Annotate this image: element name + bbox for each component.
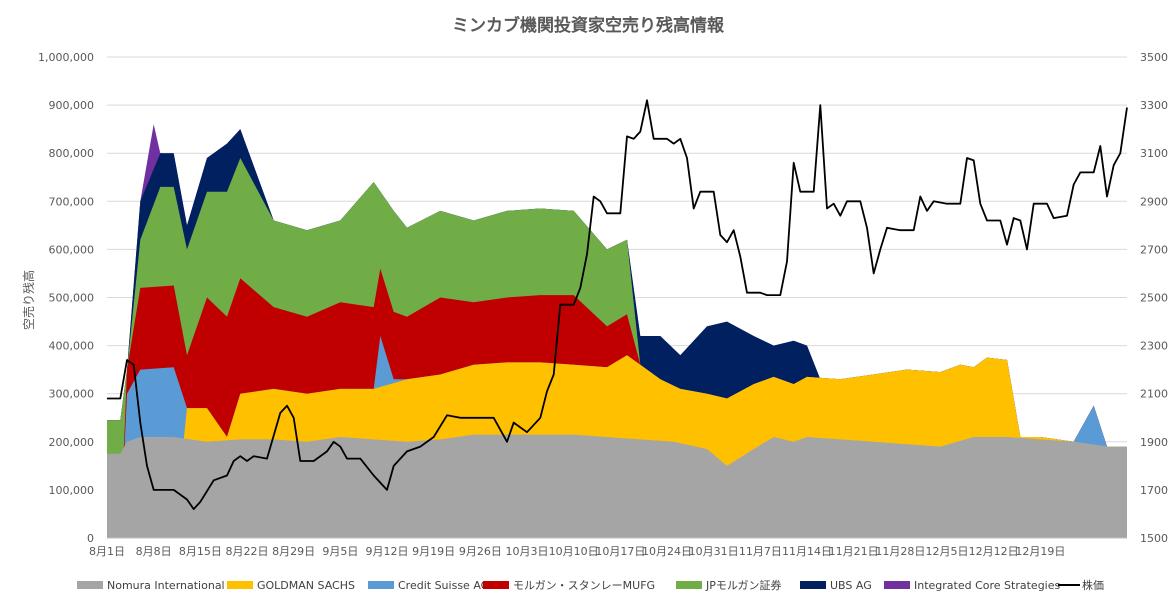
y-tick-label: 700,000 <box>49 195 95 208</box>
legend-item[interactable]: Nomura International <box>77 579 225 592</box>
y2-tick-label: 1900 <box>1140 436 1168 449</box>
y2-tick-label: 3100 <box>1140 147 1168 160</box>
legend-item[interactable]: JPモルガン証券 <box>676 578 782 592</box>
y2-tick-label: 3500 <box>1140 51 1168 64</box>
y-axis-label: 空売り残高 <box>21 270 36 330</box>
legend-swatch <box>368 581 394 589</box>
legend-swatch <box>800 581 826 589</box>
x-tick-label: 9月26日 <box>459 545 502 558</box>
x-tick-label: 10月17日 <box>595 545 645 558</box>
y2-tick-label: 3300 <box>1140 99 1168 112</box>
x-tick-label: 10月3日 <box>506 545 549 558</box>
legend-swatch <box>676 581 702 589</box>
x-tick-label: 11月28日 <box>875 545 925 558</box>
legend-label: JPモルガン証券 <box>705 578 782 592</box>
y2-tick-label: 2900 <box>1140 195 1168 208</box>
x-tick-label: 12月19日 <box>1015 545 1065 558</box>
y-tick-label: 500,000 <box>49 292 95 305</box>
x-tick-label: 9月5日 <box>322 545 358 558</box>
y-tick-label: 0 <box>87 532 94 545</box>
x-tick-label: 11月21日 <box>829 545 879 558</box>
axes: 0 100,000 200,000 300,000 400,000 500,000 600,… <box>38 51 1168 558</box>
y2-tick-label: 1700 <box>1140 484 1168 497</box>
x-tick-label: 11月14日 <box>782 545 832 558</box>
x-tick-label: 8月15日 <box>179 545 222 558</box>
y2-tick-label: 2100 <box>1140 388 1168 401</box>
area-series-layer <box>107 124 1127 539</box>
legend-label: モルガン・スタンレーMUFG <box>513 579 655 592</box>
y-tick-label: 200,000 <box>49 436 95 449</box>
legend-item[interactable]: Integrated Core Strategies <box>884 579 1061 592</box>
x-tick-label: 8月29日 <box>272 545 315 558</box>
legend-item[interactable]: モルガン・スタンレーMUFG <box>483 579 655 592</box>
legend-item[interactable]: 株価 <box>1058 578 1104 592</box>
legend-label: Nomura International <box>107 579 225 592</box>
x-tick-label: 8月8日 <box>136 545 172 558</box>
x-tick-label: 12月12日 <box>969 545 1019 558</box>
legend-item[interactable]: UBS AG <box>800 579 872 592</box>
legend[interactable]: Nomura International GOLDMAN SACHS Credit … <box>77 578 1104 592</box>
x-tick-label: 11月7日 <box>739 545 782 558</box>
y-tick-label: 800,000 <box>49 147 95 160</box>
x-tick-label: 10月31日 <box>689 545 739 558</box>
legend-swatch <box>884 581 910 589</box>
y2-tick-label: 2700 <box>1140 243 1168 256</box>
legend-label: Integrated Core Strategies <box>914 579 1061 592</box>
x-tick-label: 8月22日 <box>226 545 269 558</box>
legend-swatch <box>77 581 103 589</box>
x-tick-label: 8月1日 <box>89 545 125 558</box>
y-tick-label: 100,000 <box>49 484 95 497</box>
x-tick-label: 9月12日 <box>366 545 409 558</box>
y2-tick-label: 2300 <box>1140 340 1168 353</box>
chart-title: ミンカブ機関投資家空売り残高情報 <box>452 15 725 36</box>
y2-tick-label: 1500 <box>1140 532 1168 545</box>
x-tick-label: 12月5日 <box>926 545 969 558</box>
y-tick-label: 1,000,000 <box>38 51 94 64</box>
legend-item[interactable]: Credit Suisse AG <box>368 579 489 592</box>
price-line-layer <box>107 99 1128 510</box>
x-tick-label: 10月10日 <box>549 545 599 558</box>
x-tick-label: 9月19日 <box>412 545 455 558</box>
y-tick-label: 400,000 <box>49 340 95 353</box>
legend-label: GOLDMAN SACHS <box>257 579 355 592</box>
area-series-nomura-international <box>107 434 1127 538</box>
legend-item[interactable]: GOLDMAN SACHS <box>227 579 355 592</box>
y-tick-label: 300,000 <box>49 388 95 401</box>
legend-label: UBS AG <box>830 579 872 592</box>
y-tick-label: 900,000 <box>49 99 95 112</box>
legend-label: 株価 <box>1082 578 1104 592</box>
x-tick-label: 10月24日 <box>642 545 692 558</box>
y2-tick-label: 2500 <box>1140 292 1168 305</box>
price-line <box>107 99 1128 510</box>
legend-swatch <box>227 581 253 589</box>
legend-swatch <box>483 581 509 589</box>
y-tick-label: 600,000 <box>49 243 95 256</box>
legend-label: Credit Suisse AG <box>398 579 489 592</box>
